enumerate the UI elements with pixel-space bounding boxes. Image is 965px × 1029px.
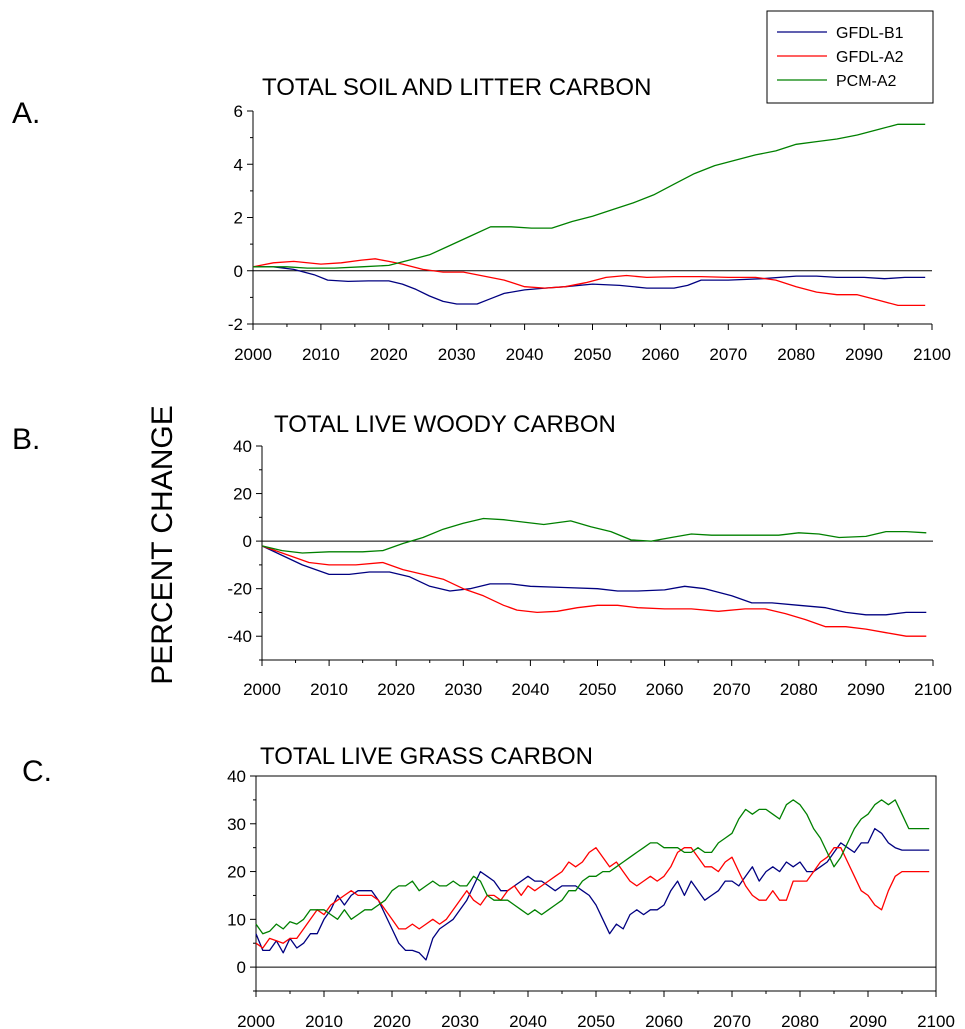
x-tick-label: 2050	[574, 345, 612, 364]
chart-panel-b: B. TOTAL LIVE WOODY CARBON 2000 2010 2020 203…	[12, 411, 952, 699]
legend-entry-label: PCM-A2	[836, 73, 897, 90]
panel-label: B.	[12, 423, 40, 456]
series-line-pcm-a2	[261, 517, 927, 554]
y-tick-label: -20	[227, 580, 252, 599]
x-tick-label: 2090	[845, 345, 883, 364]
x-tick-label: 2000	[243, 680, 281, 699]
x-tick-label: 2080	[777, 345, 815, 364]
x-tick-label: 2060	[646, 680, 684, 699]
x-tick-label: 2070	[709, 345, 747, 364]
series-line-gfdl-b1	[255, 827, 930, 961]
y-tick-label: 10	[227, 910, 246, 929]
chart-title: TOTAL LIVE GRASS CARBON	[260, 743, 593, 770]
y-tick-label: 0	[237, 958, 246, 977]
y-tick-label: 40	[233, 437, 252, 456]
x-tick-label: 2030	[444, 680, 482, 699]
legend-box	[766, 10, 934, 104]
x-tick-label: 2000	[237, 1012, 275, 1029]
x-tick-label: 2100	[913, 345, 951, 364]
legend: GFDL-B1 GFDL-A2 PCM-A2	[766, 10, 934, 104]
x-tick-label: 2050	[577, 1012, 615, 1029]
y-tick-label: 4	[234, 155, 243, 174]
x-tick-label: 2020	[377, 680, 415, 699]
x-tick-label: 2070	[713, 680, 751, 699]
x-tick-label: 2010	[310, 680, 348, 699]
x-tick-label: 2040	[511, 680, 549, 699]
series-line-gfdl-a2	[255, 847, 930, 949]
y-tick-label: -2	[228, 315, 243, 334]
legend-entry-label: GFDL-B1	[836, 25, 904, 42]
y-axis-label: PERCENT CHANGE	[146, 405, 179, 685]
series-line-gfdl-b1	[253, 266, 926, 305]
x-tick-label: 2060	[641, 345, 679, 364]
x-tick-label: 2080	[780, 680, 818, 699]
x-tick-label: 2030	[441, 1012, 479, 1029]
series-line-pcm-a2	[253, 123, 926, 269]
panel-label: A.	[12, 97, 40, 130]
chart-title: TOTAL LIVE WOODY CARBON	[274, 411, 616, 438]
series-line-gfdl-b1	[261, 545, 927, 616]
y-tick-label: 30	[227, 815, 246, 834]
y-tick-label: 20	[227, 863, 246, 882]
x-tick-label: 2090	[849, 1012, 887, 1029]
series-line-gfdl-a2	[252, 258, 926, 307]
x-tick-label: 2080	[781, 1012, 819, 1029]
y-tick-label: 0	[243, 532, 252, 551]
x-tick-label: 2020	[373, 1012, 411, 1029]
x-tick-label: 2040	[509, 1012, 547, 1029]
y-tick-label: 40	[227, 767, 246, 786]
series-line-gfdl-a2	[261, 545, 927, 637]
panel-label: C.	[22, 755, 52, 788]
series-line-pcm-a2	[255, 799, 930, 935]
chart-title: TOTAL SOIL AND LITTER CARBON	[262, 74, 651, 101]
x-tick-label: 2100	[914, 680, 952, 699]
x-tick-label: 2040	[506, 345, 544, 364]
x-tick-label: 2050	[579, 680, 617, 699]
x-tick-label: 2010	[305, 1012, 343, 1029]
x-tick-label: 2070	[713, 1012, 751, 1029]
y-tick-label: 0	[234, 262, 243, 281]
y-tick-label: 6	[234, 102, 243, 121]
x-tick-label: 2000	[234, 345, 272, 364]
plot-frame	[255, 775, 937, 992]
x-tick-label: 2020	[370, 345, 408, 364]
x-tick-label: 2090	[847, 680, 885, 699]
x-tick-label: 2010	[302, 345, 340, 364]
legend-entry-label: GFDL-A2	[836, 49, 904, 66]
y-tick-label: -40	[227, 627, 252, 646]
x-tick-label: 2060	[645, 1012, 683, 1029]
x-tick-label: 2100	[917, 1012, 955, 1029]
y-tick-label: 2	[234, 209, 243, 228]
x-tick-label: 2030	[438, 345, 476, 364]
y-tick-label: 20	[233, 485, 252, 504]
